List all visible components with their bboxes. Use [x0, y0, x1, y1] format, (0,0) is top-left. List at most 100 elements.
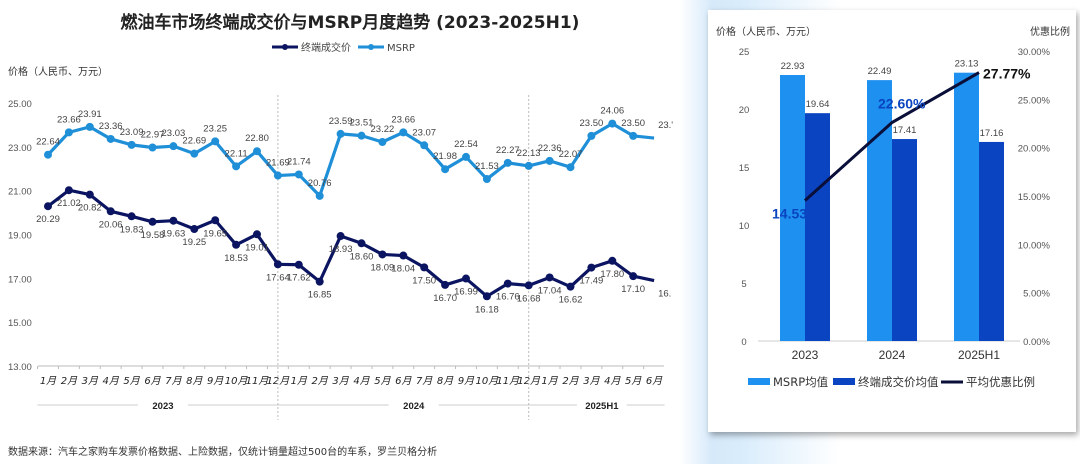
terminal-price-data-label: 19.63 [162, 229, 186, 240]
terminal-price-point [587, 263, 596, 272]
x-tick-label: 10月 [476, 376, 500, 387]
msrp-data-label: 21.69 [266, 158, 290, 169]
msrp-point [566, 163, 575, 172]
x-tick-label: 2024 [879, 348, 906, 362]
x-tick-label: 11月 [246, 376, 270, 387]
terminal-price-data-label: 17.49 [580, 276, 604, 287]
msrp-data-label: 23.66 [57, 114, 81, 125]
x-tick-label: 4月 [353, 376, 370, 387]
msrp-data-label: 23.03 [162, 128, 186, 139]
msrp-data-label: 21.74 [287, 156, 311, 167]
terminal-price-point [127, 212, 136, 221]
y-tick-label: 17.00 [8, 274, 32, 285]
x-tick-label: 3月 [583, 376, 600, 387]
legend-label: MSRP [387, 43, 415, 54]
terminal-bar-label: 17.41 [893, 125, 917, 136]
y-tick-label: 13.00 [8, 362, 32, 373]
msrp-point [336, 129, 345, 138]
msrp-data-label: 22.11 [225, 148, 248, 159]
terminal-price-point [44, 202, 52, 211]
y2-tick-label: 10.00% [1018, 240, 1051, 251]
terminal-price-data-label: 16.70 [433, 293, 457, 304]
terminal-price-data-label: 18.93 [329, 244, 353, 255]
terminal-price-data-label: 20.82 [78, 203, 102, 214]
terminal-bar [892, 139, 917, 341]
msrp-point [482, 175, 491, 184]
annual-summary-panel: 价格（人民币、万元） 优惠比例 0 5 10 15 20 25 0.00% 5.00% 10.0… [708, 10, 1076, 432]
year-group-label: 2023 [152, 401, 173, 412]
msrp-data-label: 22.69 [182, 136, 206, 147]
msrp-bar-label: 23.13 [955, 59, 979, 70]
msrp-data-label: 22.80 [245, 133, 269, 144]
y-tick-label: 20 [739, 105, 750, 116]
msrp-point [190, 149, 199, 158]
msrp-point [545, 156, 554, 165]
terminal-price-data-label: 17.04 [538, 285, 562, 296]
bar-label-bg [980, 125, 1003, 139]
terminal-price-data-label: 16.68 [517, 293, 541, 304]
y-tick-label: 10 [739, 221, 750, 232]
terminal-price-point [608, 256, 617, 265]
msrp-data-label: 22.13 [517, 148, 541, 159]
y-tick-label: 21.00 [8, 187, 32, 198]
msrp-point [232, 162, 241, 171]
terminal-bar [805, 113, 830, 342]
msrp-point [253, 147, 261, 156]
msrp-data-label: 23.91 [78, 109, 102, 120]
x-tick-label: 6月 [144, 376, 161, 387]
terminal-price-point [566, 282, 575, 291]
msrp-point [44, 150, 52, 159]
x-tick-label: 2025H1 [958, 348, 1000, 362]
terminal-price-point [64, 186, 73, 195]
msrp-data-label: 23.50 [580, 118, 604, 129]
y-tick-label: 25.00 [8, 99, 32, 110]
msrp-bar-label: 22.49 [868, 66, 892, 77]
msrp-data-label: 22.27 [496, 145, 520, 156]
msrp-point [357, 131, 366, 140]
msrp-point [106, 134, 115, 143]
msrp-bar [954, 72, 979, 341]
source-note: 数据来源：汽车之家购车发票价格数据、上险数据，仅统计销量超过500台的车系，罗兰… [8, 447, 438, 458]
terminal-price-point [545, 273, 554, 282]
legend-label: 终端成交价均值 [858, 375, 939, 389]
terminal-price-point [357, 239, 366, 248]
legend-marker [368, 44, 374, 50]
terminal-price-point [85, 190, 94, 199]
msrp-point [420, 141, 429, 150]
msrp-point [608, 119, 617, 128]
terminal-price-point [253, 230, 261, 239]
msrp-data-label: 22.36 [538, 143, 562, 154]
terminal-price-data-label: 17.80 [600, 269, 624, 280]
msrp-point [85, 122, 94, 131]
monthly-trend-chart: 终端成交价 MSRP 价格（人民币、万元） 13.00 15.00 17.00 19.0… [8, 41, 673, 420]
terminal-price-data-label: 19.58 [141, 230, 165, 241]
x-tick-label: 10月 [225, 376, 249, 387]
y-tick-label: 19.00 [8, 231, 32, 242]
terminal-price-point [482, 292, 491, 301]
terminal-bar-label: 19.64 [806, 99, 830, 110]
x-tick-label: 3月 [82, 376, 99, 387]
x-tick-label: 3月 [332, 376, 349, 387]
annual-bar-chart: 价格（人民币、万元） 优惠比例 0 5 10 15 20 25 0.00% 5.00% 10.0… [716, 25, 1070, 389]
msrp-data-label: 23.22 [371, 124, 395, 135]
y-axis-label: 价格（人民币、万元） [8, 65, 108, 78]
terminal-price-point [462, 274, 470, 283]
terminal-price-data-label: 17.62 [287, 273, 311, 284]
terminal-price-point [524, 281, 533, 290]
legend-swatch [833, 378, 855, 385]
msrp-data-label: 21.98 [433, 151, 457, 162]
x-tick-label: 4月 [103, 376, 120, 387]
msrp-data-label: 23.51 [350, 118, 374, 129]
y2-axis-label: 优惠比例 [1030, 25, 1070, 38]
y-tick-label: 5 [741, 279, 746, 290]
x-tick-label: 9月 [458, 376, 475, 387]
x-tick-label: 8月 [186, 376, 203, 387]
terminal-price-data-label: 16.62 [559, 295, 583, 306]
terminal-price-data-label: 19.25 [182, 237, 206, 248]
discount-ratio-line [803, 71, 980, 202]
y2-tick-label: 25.00% [1018, 95, 1051, 106]
discount-ratio-label: 27.77% [983, 66, 1031, 82]
x-tick-label: 2月 [61, 376, 78, 387]
terminal-price-point [211, 216, 220, 225]
y2-tick-label: 30.00% [1018, 47, 1051, 58]
